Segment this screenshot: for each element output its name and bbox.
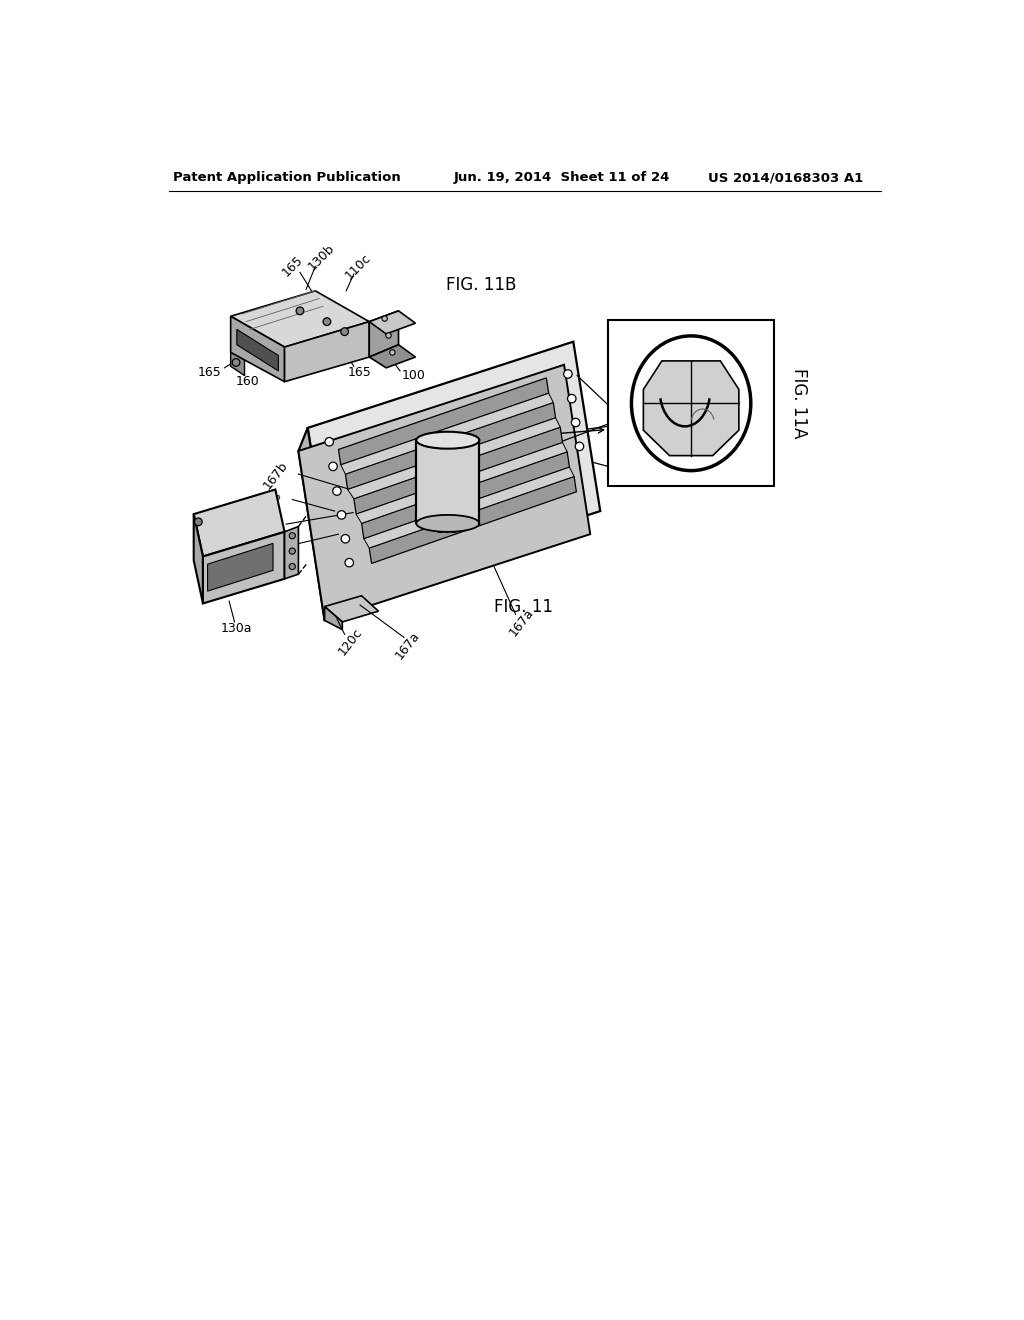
- Text: 167b: 167b: [261, 459, 291, 492]
- Text: 167a: 167a: [507, 606, 537, 639]
- Circle shape: [289, 532, 295, 539]
- Polygon shape: [325, 595, 379, 622]
- Polygon shape: [370, 345, 416, 368]
- Polygon shape: [203, 532, 285, 603]
- Polygon shape: [354, 428, 562, 515]
- Text: 120c: 120c: [336, 626, 365, 659]
- Circle shape: [337, 511, 346, 519]
- Text: 168: 168: [617, 471, 641, 484]
- Polygon shape: [285, 527, 298, 579]
- Text: FIG. 11B: FIG. 11B: [445, 276, 516, 294]
- Text: 165: 165: [198, 366, 221, 379]
- Text: 110c: 110c: [342, 251, 373, 281]
- Polygon shape: [208, 544, 273, 591]
- Polygon shape: [194, 515, 203, 603]
- Polygon shape: [370, 312, 398, 358]
- Circle shape: [323, 318, 331, 326]
- Circle shape: [289, 564, 295, 570]
- Text: Patent Application Publication: Patent Application Publication: [173, 172, 400, 185]
- Text: 160: 160: [236, 375, 259, 388]
- Circle shape: [575, 442, 584, 450]
- Polygon shape: [230, 317, 285, 381]
- Circle shape: [296, 308, 304, 314]
- Circle shape: [567, 395, 577, 403]
- Circle shape: [329, 462, 337, 471]
- Text: 100: 100: [401, 370, 426, 381]
- Text: FIG. 11A: FIG. 11A: [790, 368, 808, 438]
- Circle shape: [571, 418, 580, 426]
- Polygon shape: [194, 490, 285, 557]
- Text: 165: 165: [348, 366, 372, 379]
- Polygon shape: [361, 451, 569, 539]
- Ellipse shape: [416, 515, 479, 532]
- Polygon shape: [356, 442, 567, 524]
- Polygon shape: [230, 290, 370, 347]
- Polygon shape: [339, 378, 549, 465]
- Circle shape: [390, 350, 395, 355]
- Circle shape: [382, 315, 387, 321]
- Circle shape: [333, 487, 341, 495]
- Circle shape: [232, 359, 240, 367]
- Circle shape: [386, 333, 391, 338]
- Polygon shape: [643, 360, 739, 455]
- Ellipse shape: [416, 432, 479, 449]
- Polygon shape: [325, 607, 342, 630]
- Text: 165: 165: [280, 253, 305, 280]
- Text: 167b: 167b: [249, 508, 279, 541]
- Circle shape: [195, 517, 202, 525]
- Circle shape: [345, 558, 353, 566]
- Ellipse shape: [632, 335, 751, 471]
- Circle shape: [325, 437, 334, 446]
- Polygon shape: [341, 393, 553, 474]
- Polygon shape: [370, 477, 577, 564]
- Text: 165: 165: [436, 523, 460, 536]
- Bar: [416, 441, 479, 524]
- Polygon shape: [307, 342, 600, 598]
- Circle shape: [341, 535, 349, 543]
- Text: 167a: 167a: [393, 628, 423, 661]
- Polygon shape: [298, 364, 590, 620]
- Circle shape: [341, 327, 348, 335]
- Polygon shape: [237, 330, 279, 371]
- Bar: [608, 321, 773, 486]
- Text: 130b: 130b: [306, 242, 337, 273]
- Polygon shape: [364, 467, 574, 548]
- Polygon shape: [285, 322, 370, 381]
- Text: 130a: 130a: [221, 622, 253, 635]
- Circle shape: [289, 548, 295, 554]
- Text: FIG. 11: FIG. 11: [494, 598, 553, 615]
- Text: US 2014/0168303 A1: US 2014/0168303 A1: [708, 172, 863, 185]
- Text: 168: 168: [248, 536, 272, 562]
- Circle shape: [563, 370, 572, 379]
- Polygon shape: [230, 352, 245, 376]
- Polygon shape: [370, 312, 416, 334]
- Text: 168: 168: [260, 487, 285, 515]
- Polygon shape: [345, 403, 556, 490]
- Text: Jun. 19, 2014  Sheet 11 of 24: Jun. 19, 2014 Sheet 11 of 24: [454, 172, 671, 185]
- Polygon shape: [348, 418, 560, 499]
- Text: 100: 100: [415, 477, 438, 490]
- Polygon shape: [298, 428, 335, 620]
